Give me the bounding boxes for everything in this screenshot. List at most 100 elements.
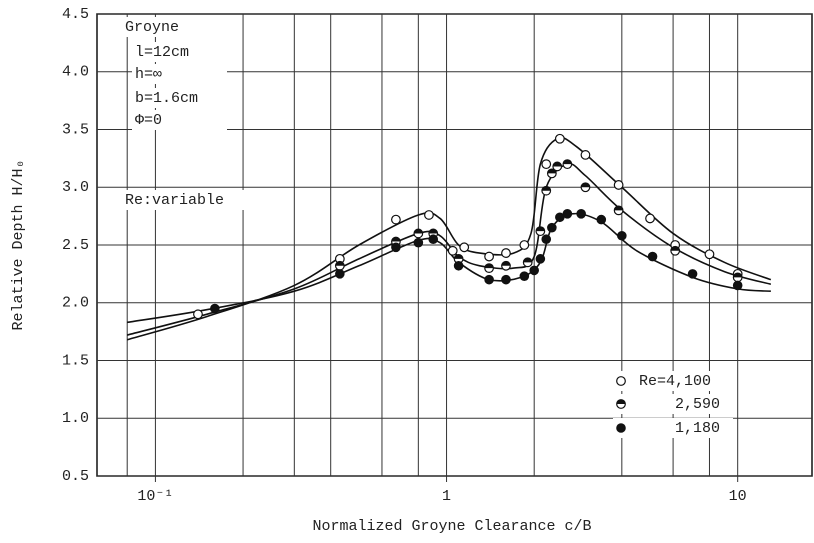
marker-dot xyxy=(413,237,424,248)
marker-dot xyxy=(424,210,434,220)
marker-dot xyxy=(484,251,494,262)
data-point xyxy=(519,271,530,281)
data-point xyxy=(519,240,530,250)
y-tick-label: 4.5 xyxy=(62,6,89,23)
marker-dot xyxy=(647,251,658,262)
marker-dot xyxy=(428,234,439,245)
annotation: Re:variable xyxy=(125,192,224,209)
y-tick-label: 2.5 xyxy=(62,237,89,254)
data-point xyxy=(617,230,627,241)
annotation-bg xyxy=(132,42,227,62)
marker-dot xyxy=(501,274,511,285)
data-point xyxy=(541,234,552,245)
marker-dot xyxy=(541,159,552,170)
data-point xyxy=(535,254,546,264)
y-axis-label: Relative Depth H/H₀ xyxy=(10,159,27,330)
marker-dot xyxy=(335,269,345,279)
marker-dot xyxy=(617,230,627,241)
marker-dot xyxy=(616,376,626,386)
marker-dot xyxy=(519,240,530,250)
data-point xyxy=(484,274,494,285)
marker-half xyxy=(414,229,423,234)
data-point xyxy=(670,245,681,256)
y-tick-label: 2.0 xyxy=(62,295,89,312)
data-point xyxy=(576,209,586,219)
marker-dot xyxy=(535,254,546,264)
annotation-bg xyxy=(132,64,227,84)
data-point xyxy=(546,168,557,179)
data-point xyxy=(704,249,715,260)
data-point xyxy=(732,272,743,283)
marker-dot xyxy=(576,209,586,219)
data-point xyxy=(484,251,494,262)
data-point xyxy=(335,269,345,279)
data-point xyxy=(552,161,563,172)
marker-dot xyxy=(732,280,743,291)
marker-dot xyxy=(529,265,539,276)
marker-dot xyxy=(193,309,203,320)
legend-bg xyxy=(613,371,733,391)
marker-half xyxy=(501,261,511,266)
annotation: Groyne xyxy=(125,19,179,36)
marker-dot xyxy=(596,214,607,225)
marker-dot xyxy=(484,274,494,285)
annotation-bg xyxy=(132,110,227,130)
y-tick-label: 1.0 xyxy=(62,410,89,427)
marker-dot xyxy=(391,214,401,225)
data-point xyxy=(535,226,546,237)
marker-dot xyxy=(645,213,655,224)
data-point xyxy=(447,245,458,256)
marker-half xyxy=(733,273,742,278)
y-tick-label: 3.0 xyxy=(62,179,89,196)
marker-dot xyxy=(501,248,511,258)
data-point xyxy=(554,133,565,144)
marker-half xyxy=(428,229,438,234)
data-point xyxy=(596,214,607,225)
annotation: l=12cm xyxy=(135,44,189,61)
marker-dot xyxy=(210,303,220,314)
data-point xyxy=(193,309,203,320)
data-point xyxy=(334,260,345,271)
marker-dot xyxy=(613,180,624,190)
legend-label: Re=4,100 xyxy=(639,373,711,390)
data-point xyxy=(580,182,591,193)
annotation-bg xyxy=(132,88,227,108)
legend-bg xyxy=(613,394,733,414)
marker-half xyxy=(523,258,533,263)
data-point xyxy=(391,214,401,225)
data-point xyxy=(501,274,511,285)
data-point xyxy=(732,280,743,291)
legend-label: 1,180 xyxy=(675,420,720,437)
annotation: Φ=0 xyxy=(135,112,162,129)
marker-half xyxy=(670,246,680,251)
legend-marker xyxy=(616,376,626,386)
data-point xyxy=(547,222,557,233)
data-point xyxy=(541,159,552,170)
data-point xyxy=(647,251,658,262)
marker-dot xyxy=(547,222,557,233)
data-point xyxy=(687,269,698,279)
marker-dot xyxy=(453,260,464,271)
data-point xyxy=(453,260,464,271)
data-point xyxy=(522,257,533,268)
data-point xyxy=(391,242,401,253)
annotation-bg xyxy=(122,190,262,210)
plot-area xyxy=(126,136,772,341)
data-point xyxy=(428,234,439,245)
legend-marker xyxy=(616,423,626,433)
data-point xyxy=(580,150,591,160)
legend-marker xyxy=(616,399,626,409)
marker-dot xyxy=(554,133,565,144)
data-point xyxy=(541,185,552,196)
x-tick-label: 10 xyxy=(729,488,747,505)
marker-half xyxy=(563,159,572,165)
marker-dot xyxy=(562,209,573,219)
legend-label: 2,590 xyxy=(675,396,720,413)
y-tick-label: 3.5 xyxy=(62,121,89,138)
marker-dot xyxy=(519,271,530,281)
marker-dot xyxy=(541,234,552,245)
marker-half xyxy=(616,399,626,404)
data-point xyxy=(529,265,539,276)
marker-dot xyxy=(580,150,591,160)
data-point xyxy=(501,260,511,271)
